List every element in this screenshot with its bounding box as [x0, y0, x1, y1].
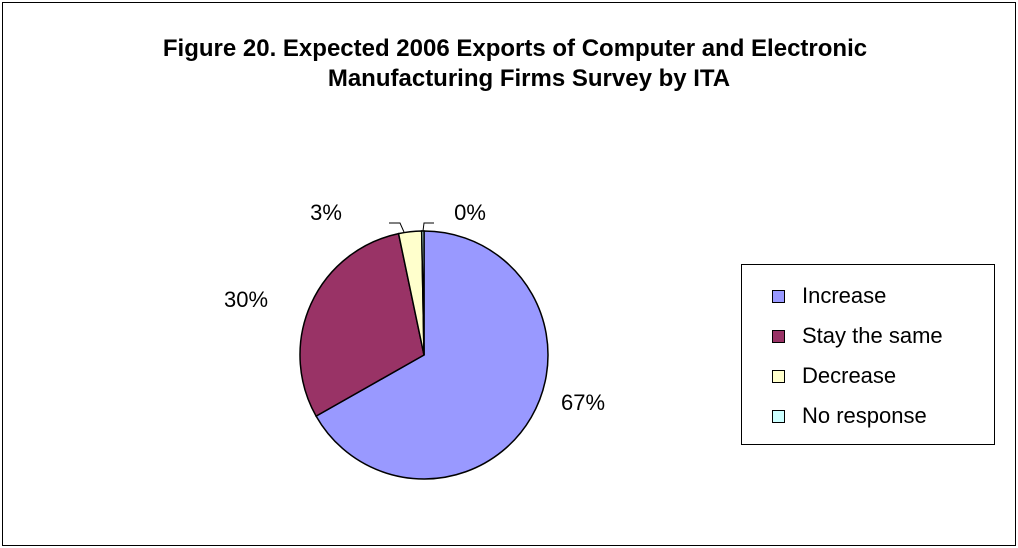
legend-item-stay-the-same: Stay the same	[772, 323, 943, 349]
data-label-decrease: 3%	[310, 200, 342, 225]
legend-swatch-no-response	[772, 409, 785, 423]
pie-slice-increase	[315, 230, 549, 480]
legend-swatch-increase	[772, 289, 785, 303]
legend-item-no-response: No response	[772, 403, 927, 429]
data-label-increase: 67%	[561, 390, 605, 415]
leader-line-no-response	[422, 222, 434, 232]
legend: Increase Stay the same Decrease No respo…	[741, 264, 995, 445]
chart-title-line-1: Figure 20. Expected 2006 Exports of Comp…	[162, 35, 868, 62]
legend-label-increase: Increase	[802, 283, 887, 308]
data-label-no-response: 0%	[454, 200, 486, 225]
legend-swatch-decrease	[772, 369, 785, 383]
data-label-stay-the-same: 30%	[224, 287, 268, 312]
chart-title-line-2: Manufacturing Firms Survey by ITA	[327, 65, 731, 92]
legend-label-no-response: No response	[802, 403, 927, 428]
legend-swatch-stay-the-same	[772, 329, 785, 343]
legend-label-decrease: Decrease	[802, 363, 897, 388]
chart-title: Figure 20. Expected 2006 Exports of Comp…	[0, 34, 1018, 94]
leader-line-decrease	[389, 222, 405, 233]
legend-item-increase: Increase	[772, 283, 886, 309]
legend-item-decrease: Decrease	[772, 363, 896, 389]
pie-slice-stay-the-same	[299, 232, 425, 418]
pie-slice-no-response	[420, 230, 425, 356]
legend-label-stay-the-same: Stay the same	[802, 323, 943, 348]
